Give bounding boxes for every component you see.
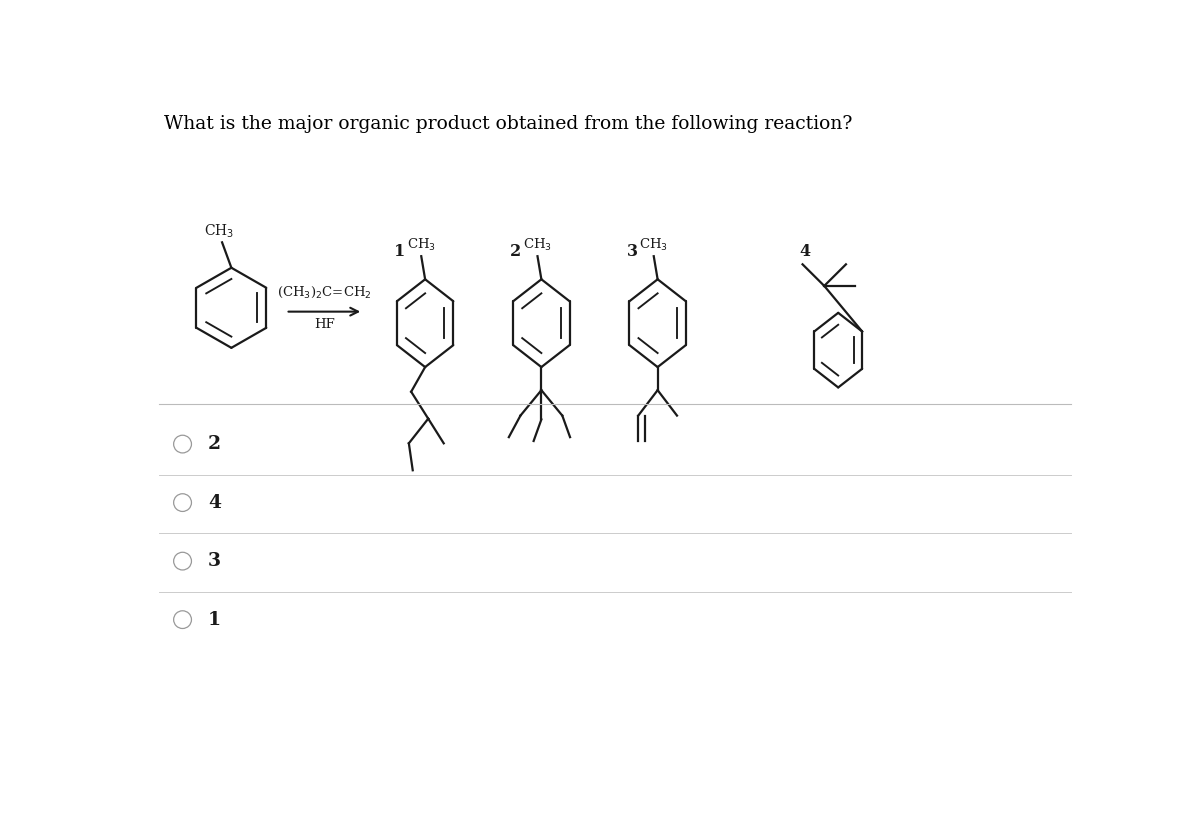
Text: CH$_3$: CH$_3$ bbox=[640, 237, 668, 253]
Text: 2: 2 bbox=[510, 243, 522, 260]
Text: 1: 1 bbox=[208, 610, 221, 629]
Text: 2: 2 bbox=[208, 435, 221, 453]
Text: What is the major organic product obtained from the following reaction?: What is the major organic product obtain… bbox=[164, 116, 852, 133]
Text: CH$_3$: CH$_3$ bbox=[204, 223, 234, 240]
Text: HF: HF bbox=[314, 318, 335, 330]
Text: 3: 3 bbox=[626, 243, 637, 260]
Text: 4: 4 bbox=[208, 494, 221, 511]
Text: (CH$_3$)$_2$C=CH$_2$: (CH$_3$)$_2$C=CH$_2$ bbox=[277, 285, 372, 300]
Text: CH$_3$: CH$_3$ bbox=[523, 237, 552, 253]
Text: 3: 3 bbox=[208, 552, 221, 570]
Text: 1: 1 bbox=[394, 243, 406, 260]
Text: CH$_3$: CH$_3$ bbox=[407, 237, 436, 253]
Text: 4: 4 bbox=[799, 243, 810, 260]
